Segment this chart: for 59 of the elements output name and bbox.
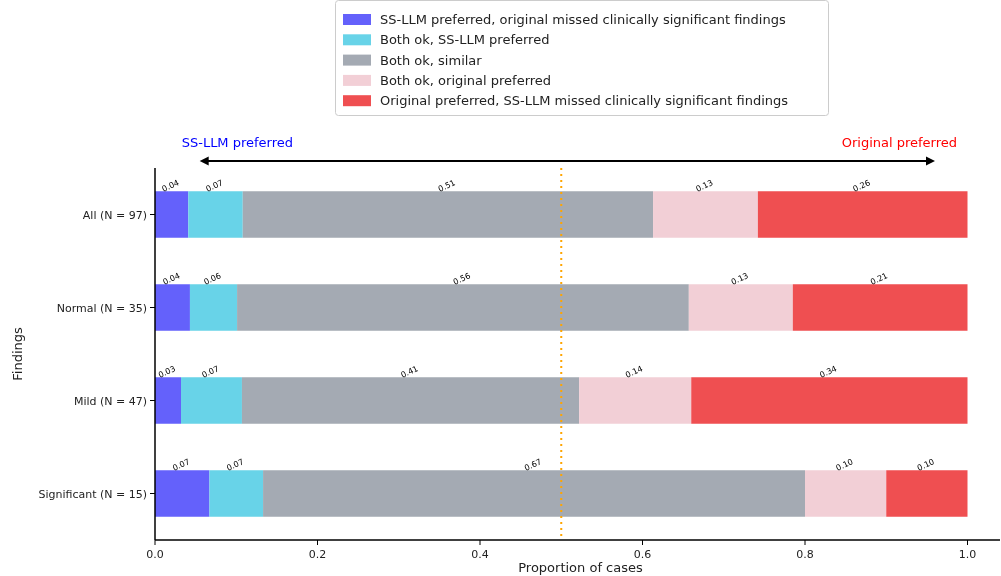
text: SS-LLM preferred — [181, 135, 294, 150]
bar — [155, 284, 190, 331]
bar — [691, 377, 968, 424]
x-tick-label: 1.0 — [958, 548, 977, 561]
bar — [189, 284, 238, 331]
data-label: 0.41 — [399, 364, 420, 380]
text: Original preferred — [841, 135, 957, 150]
y-tick-label: All (N = 97) — [82, 208, 147, 222]
bar — [688, 284, 793, 331]
legend-label: Both ok, SS-LLM preferred — [380, 32, 550, 48]
data-label: 0.07 — [204, 178, 225, 194]
legend-label: SS-LLM preferred, original missed clinically significant findings — [380, 12, 786, 27]
bar — [188, 191, 243, 238]
data-label: 0.14 — [624, 364, 645, 380]
data-label: 0.04 — [161, 271, 182, 287]
x-tick-label: 0.2 — [308, 548, 327, 561]
legend-label: Both ok, original preferred — [380, 72, 552, 88]
y-tick-label: Significant (N = 15) — [38, 487, 147, 501]
bar — [181, 377, 242, 424]
data-label: 0.34 — [818, 364, 839, 380]
data-label: 0.07 — [225, 457, 246, 473]
data-label: 0.06 — [202, 271, 223, 287]
bar — [263, 470, 805, 517]
x-tick-label: 0.4 — [471, 548, 489, 561]
data-label: 0.51 — [436, 178, 457, 194]
x-tick-label: 0.8 — [796, 548, 814, 561]
x-axis-title: Proportion of cases — [518, 560, 643, 575]
data-label: 0.13 — [694, 178, 715, 194]
legend-label: Original preferred, SS-LLM missed clinically significant findings — [380, 93, 789, 109]
data-label: 0.56 — [451, 271, 472, 287]
data-label: 0.07 — [200, 364, 221, 380]
bar — [209, 470, 264, 517]
bar — [886, 470, 968, 517]
bar — [155, 191, 189, 238]
bar — [237, 284, 689, 331]
x-tick-label: 0.0 — [146, 548, 164, 561]
data-label: 0.03 — [156, 364, 177, 380]
y-tick-label: Mild (N = 47) — [73, 394, 147, 408]
bar — [155, 377, 181, 424]
data-label: 0.10 — [834, 457, 855, 473]
data-label: 0.07 — [171, 457, 192, 473]
bar — [241, 377, 580, 424]
data-label: 0.10 — [915, 457, 936, 473]
data-label: 0.04 — [160, 178, 181, 194]
bar — [242, 191, 654, 238]
bar — [805, 470, 887, 517]
bar — [155, 470, 210, 517]
bar — [757, 191, 968, 238]
y-axis-title: Findings — [10, 327, 25, 381]
bar — [579, 377, 692, 424]
y-tick-label: Normal (N = 35) — [56, 301, 147, 315]
bar — [792, 284, 968, 331]
bar — [653, 191, 758, 238]
legend-label: Both ok, similar — [380, 52, 483, 68]
data-label: 0.21 — [869, 271, 890, 287]
data-label: 0.13 — [729, 271, 750, 287]
x-tick-label: 0.6 — [633, 548, 652, 561]
data-label: 0.67 — [523, 457, 543, 473]
data-label: 0.26 — [851, 178, 872, 194]
